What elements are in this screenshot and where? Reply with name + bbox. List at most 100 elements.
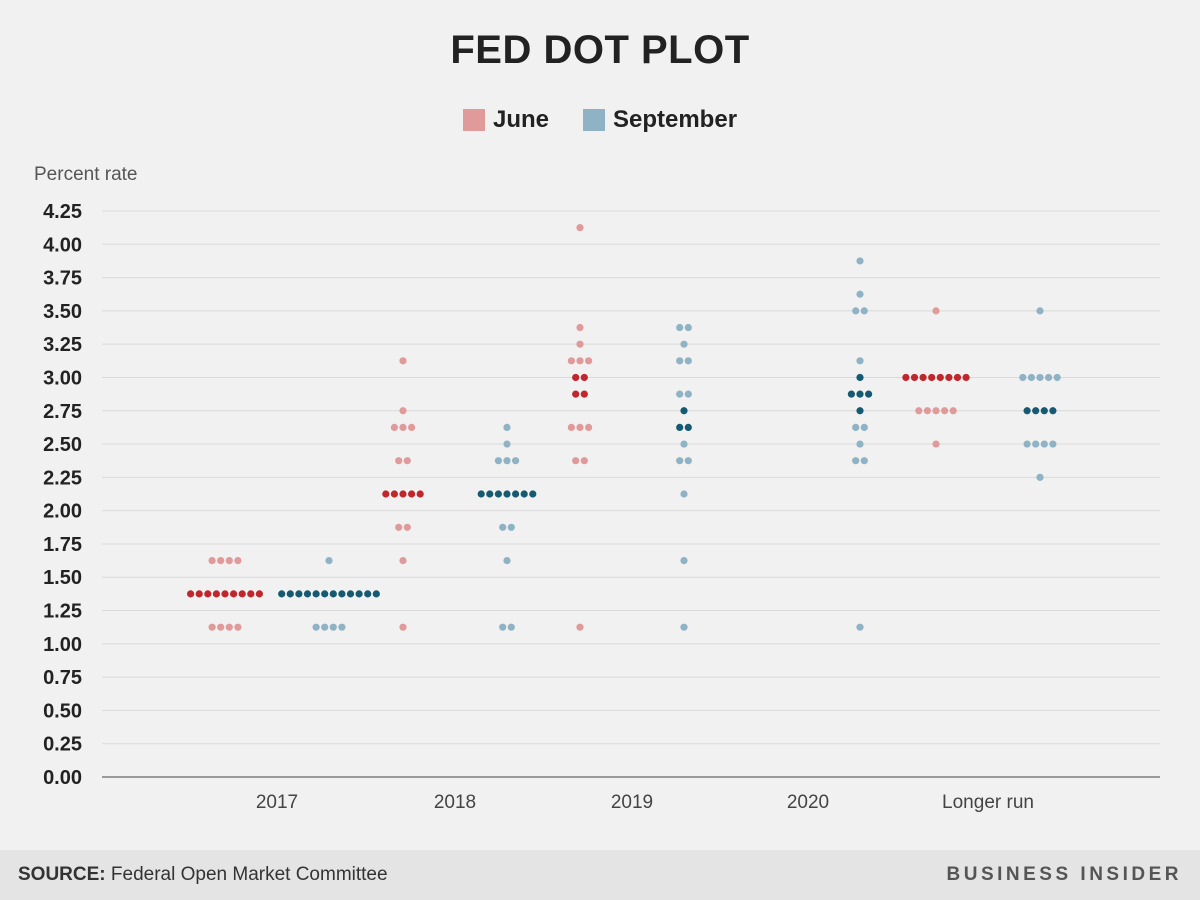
y-tick-label: 2.25 — [43, 467, 82, 489]
dot-september — [856, 357, 864, 365]
dot-june — [576, 323, 584, 332]
dot-september — [684, 423, 692, 432]
dot-june — [408, 423, 416, 432]
dot-september — [856, 440, 864, 448]
dot-september — [684, 390, 692, 398]
dot-september — [856, 407, 864, 415]
y-tick-label: 2.75 — [43, 401, 82, 423]
dot-september — [856, 373, 864, 382]
dot-september — [680, 440, 688, 448]
dot-june — [395, 523, 403, 531]
dot-june — [945, 373, 953, 382]
dot-september — [1045, 373, 1053, 382]
y-tick-label: 0.00 — [43, 767, 82, 789]
dot-september — [676, 357, 684, 365]
y-tick-label: 4.25 — [43, 201, 82, 223]
dot-june — [225, 623, 233, 631]
dot-september — [520, 490, 528, 498]
legend-item-september: September — [582, 106, 737, 134]
dot-june — [572, 457, 580, 465]
dot-september — [852, 423, 860, 432]
dot-june — [230, 590, 238, 598]
dot-september — [1036, 307, 1044, 315]
dot-june — [923, 407, 932, 415]
dot-september — [1019, 373, 1027, 382]
dot-september — [346, 590, 355, 598]
dot-june — [217, 623, 225, 631]
y-tick-label: 1.25 — [43, 601, 82, 623]
dot-june — [576, 423, 584, 432]
dot-september — [503, 423, 511, 432]
dot-june — [403, 523, 411, 531]
x-tick-label: Longer run — [942, 792, 1034, 813]
dot-september — [680, 340, 688, 348]
dot-september — [477, 490, 485, 498]
dot-june — [576, 357, 584, 365]
dot-september — [503, 556, 511, 565]
dot-september — [856, 290, 864, 298]
dot-september — [338, 590, 346, 598]
dot-june — [910, 373, 919, 382]
y-tick-label: 1.00 — [43, 634, 82, 656]
dot-june — [399, 407, 407, 415]
dot-june — [403, 457, 411, 465]
legend-swatch-june — [462, 109, 485, 131]
brand-logo: BUSINESS INSIDER — [946, 864, 1182, 885]
dot-september — [1049, 440, 1057, 448]
dot-september — [499, 623, 507, 631]
dot-september — [486, 490, 494, 498]
dot-september — [680, 556, 688, 565]
dot-september — [321, 590, 329, 598]
source-label: SOURCE: — [18, 864, 106, 885]
dot-june — [928, 373, 936, 382]
footer: SOURCE: Federal Open Market Committee BU… — [0, 850, 1200, 900]
y-tick-label: 0.25 — [43, 734, 82, 756]
dot-june — [234, 556, 242, 565]
dot-september — [1053, 373, 1061, 382]
y-axis-label: Percent rate — [34, 164, 138, 185]
dot-june — [416, 490, 424, 498]
dot-september — [1036, 373, 1044, 382]
dot-june — [572, 373, 580, 382]
dot-september — [1040, 407, 1048, 415]
dot-june — [932, 440, 940, 448]
dot-september — [860, 457, 868, 465]
legend-swatch-september — [582, 109, 605, 131]
dot-june — [585, 357, 593, 365]
dot-june — [567, 423, 576, 432]
dot-june — [208, 556, 216, 565]
y-tick-label: 0.75 — [43, 667, 82, 689]
dot-september — [680, 407, 688, 415]
dot-september — [499, 523, 507, 531]
dot-september — [494, 457, 502, 465]
y-tick-label: 2.50 — [43, 434, 82, 456]
dot-june — [941, 407, 949, 415]
dot-june — [915, 407, 923, 415]
dot-june — [217, 556, 225, 565]
x-tick-label: 2018 — [434, 792, 476, 813]
dot-june — [949, 407, 957, 415]
dot-september — [856, 390, 864, 398]
dot-june — [208, 623, 216, 631]
dot-june — [238, 590, 246, 598]
dot-june — [567, 357, 576, 365]
dot-september — [1032, 440, 1040, 448]
dot-june — [187, 590, 195, 598]
dot-september — [680, 490, 688, 498]
dot-september — [856, 623, 864, 631]
dot-june — [953, 373, 962, 382]
y-tick-label: 1.50 — [43, 567, 82, 589]
dot-june — [212, 590, 220, 598]
dot-september — [1036, 473, 1044, 481]
y-tick-label: 0.50 — [43, 700, 82, 722]
dot-september — [1023, 407, 1031, 415]
dot-september — [329, 623, 337, 631]
dot-june — [255, 590, 263, 598]
dot-plot: 0.00 0.25 0.50 0.75 1.00 1.25 1.50 1.75 2.00 2.25… — [43, 201, 1160, 813]
dot-june — [395, 457, 403, 465]
dot-june — [576, 340, 584, 348]
dot-september — [529, 490, 537, 498]
dot-september — [676, 423, 684, 432]
dot-june — [247, 590, 255, 598]
dot-june — [919, 373, 927, 382]
